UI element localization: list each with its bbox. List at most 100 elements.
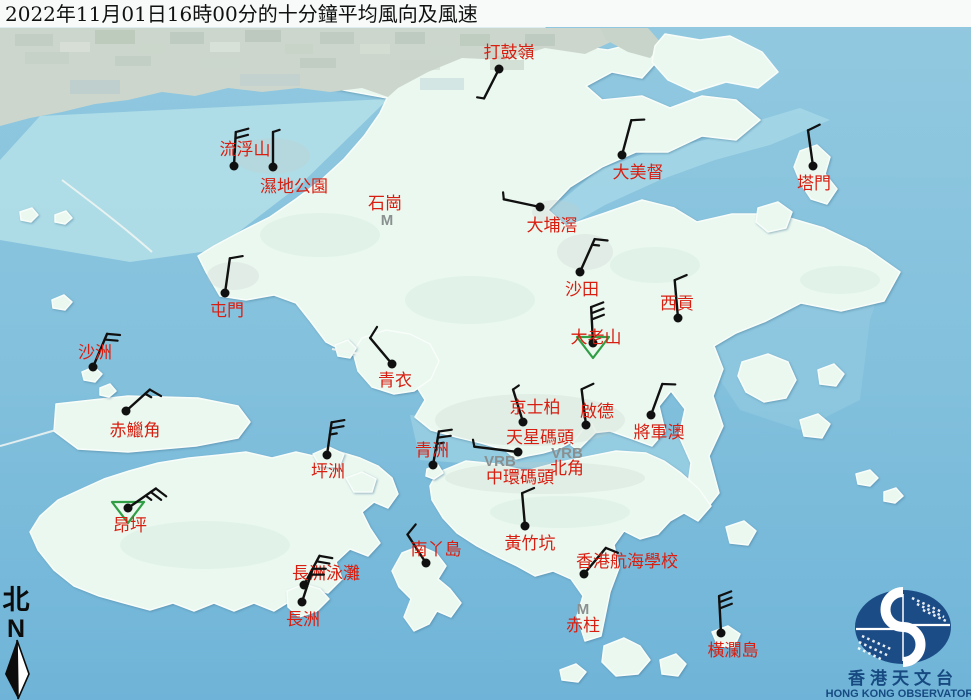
wind-station: M石崗: [368, 194, 402, 229]
station-label: 啟德: [580, 402, 614, 422]
wind-barb-shaft: [368, 336, 394, 366]
variable-wind-marker: VRB: [484, 453, 516, 470]
station-dot: [575, 267, 585, 277]
wind-barb-feather: [511, 384, 520, 391]
station-label: 長洲泳灘: [292, 564, 360, 584]
wind-barb-feather: [590, 307, 605, 315]
wind-barb-feather: [521, 486, 536, 495]
station-dot: [123, 503, 133, 513]
shenzhen-urban-area: [0, 28, 779, 126]
wind-station: 橫瀾島: [708, 590, 759, 661]
wind-barb-feather: [148, 388, 163, 398]
wind-barb-shaft: [482, 67, 501, 100]
land-masses: [0, 27, 901, 642]
wind-station: 西貢: [660, 273, 694, 323]
island-sharp: [817, 363, 845, 387]
station-label: 橫瀾島: [708, 641, 759, 661]
station-label: 天星碼頭: [506, 428, 574, 448]
wind-barb-feather: [328, 432, 338, 436]
wind-station: M赤柱: [566, 601, 600, 636]
island-tap-mun: [793, 144, 838, 205]
wind-barb-feather: [436, 434, 452, 439]
bridges: [0, 179, 361, 447]
island-ninepin-1: [855, 469, 879, 487]
wind-barb-shaft: [649, 382, 664, 417]
wind-barb-feather: [593, 238, 609, 242]
hko-logo-halftone: [857, 596, 947, 662]
wind-barb-feather: [718, 602, 733, 610]
wind-station: 大美督: [613, 118, 664, 183]
missing-data-marker: M: [381, 212, 394, 229]
wind-barb-feather: [105, 332, 122, 337]
island-nw-1: [19, 207, 39, 223]
wind-station: 赤鱲角: [110, 388, 163, 441]
station-dot: [229, 161, 239, 171]
station-dot: [513, 447, 523, 457]
island-ninepin-2: [883, 487, 904, 504]
islands: [19, 144, 904, 683]
wind-barb-shaft: [582, 546, 608, 576]
wind-barb-feather: [234, 133, 250, 140]
station-dot: [581, 420, 591, 430]
station-label: 將軍澳: [634, 423, 685, 443]
station-label: 北角: [550, 459, 584, 479]
wind-station: 大老山: [571, 301, 622, 360]
station-label: 香港航海學校: [576, 552, 678, 572]
wind-station: 塔門: [797, 123, 831, 194]
station-label: 赤柱: [566, 616, 600, 636]
wind-station: 屯門: [210, 254, 244, 321]
island-hei-ling-chau: [345, 471, 377, 493]
station-label: 長洲: [286, 610, 320, 630]
station-dot: [518, 417, 528, 427]
land-hong-kong-island: [429, 450, 712, 642]
station-dot: [588, 338, 598, 348]
wind-station: 大埔滘: [501, 191, 578, 236]
wind-barb-shaft: [511, 388, 525, 424]
wind-station: 長洲: [286, 567, 327, 630]
wind-barb-shaft: [620, 119, 633, 157]
land-kai-tak-runway: [570, 423, 597, 451]
wind-barb-shaft: [580, 388, 588, 427]
map-title: 2022年11月01日16時00分的十分鐘平均風向及風速: [5, 2, 478, 26]
station-label: 塔門: [797, 174, 831, 194]
north-arrow: 北 N: [3, 585, 30, 700]
wind-barb-feather: [406, 523, 417, 536]
wind-station: 沙洲: [78, 332, 122, 372]
island-jin: [799, 413, 831, 439]
sha-tau-kok-peninsula: [651, 33, 779, 93]
hilltop-triangle: [110, 500, 146, 525]
wind-barb-feather: [435, 441, 445, 445]
wind-station: 打鼓嶺: [476, 43, 535, 100]
hko-logo-text-en: HONG KONG OBSERVATORY: [826, 688, 971, 700]
station-label: 沙洲: [78, 343, 112, 363]
wind-station: 濕地公園: [260, 128, 328, 197]
wind-station: 坪洲: [311, 418, 346, 482]
station-dot: [535, 202, 545, 212]
wind-barb-feather: [103, 338, 119, 342]
wind-station: 將軍澳: [634, 382, 685, 443]
wind-barb-feather: [149, 490, 163, 501]
wind-barb-feather: [630, 118, 646, 122]
wind-barb-feather: [330, 418, 346, 424]
wind-barb-feather: [154, 487, 168, 498]
wind-barb-feather: [476, 96, 486, 100]
wind-barb-feather: [271, 128, 281, 134]
station-dot: [121, 406, 131, 416]
title-bar: [0, 0, 971, 27]
wind-barb-shaft: [806, 129, 815, 168]
station-label: 坪洲: [311, 462, 345, 482]
island-lung-kwu-chau: [51, 294, 73, 311]
station-dot: [220, 288, 230, 298]
station-label: 中環碼頭: [486, 468, 554, 488]
north-label-en: N: [7, 615, 25, 643]
wind-barb-feather: [228, 254, 244, 260]
station-label: 濕地公園: [260, 177, 328, 197]
wind-barb-feather: [673, 273, 688, 282]
station-label: 大老山: [571, 328, 622, 348]
tsing-ma-bridge: [331, 348, 361, 355]
wind-station: 昂坪: [110, 487, 168, 536]
wind-barb-feather: [437, 428, 453, 433]
station-label: 流浮山: [220, 140, 271, 160]
island-lamma: [391, 545, 462, 632]
